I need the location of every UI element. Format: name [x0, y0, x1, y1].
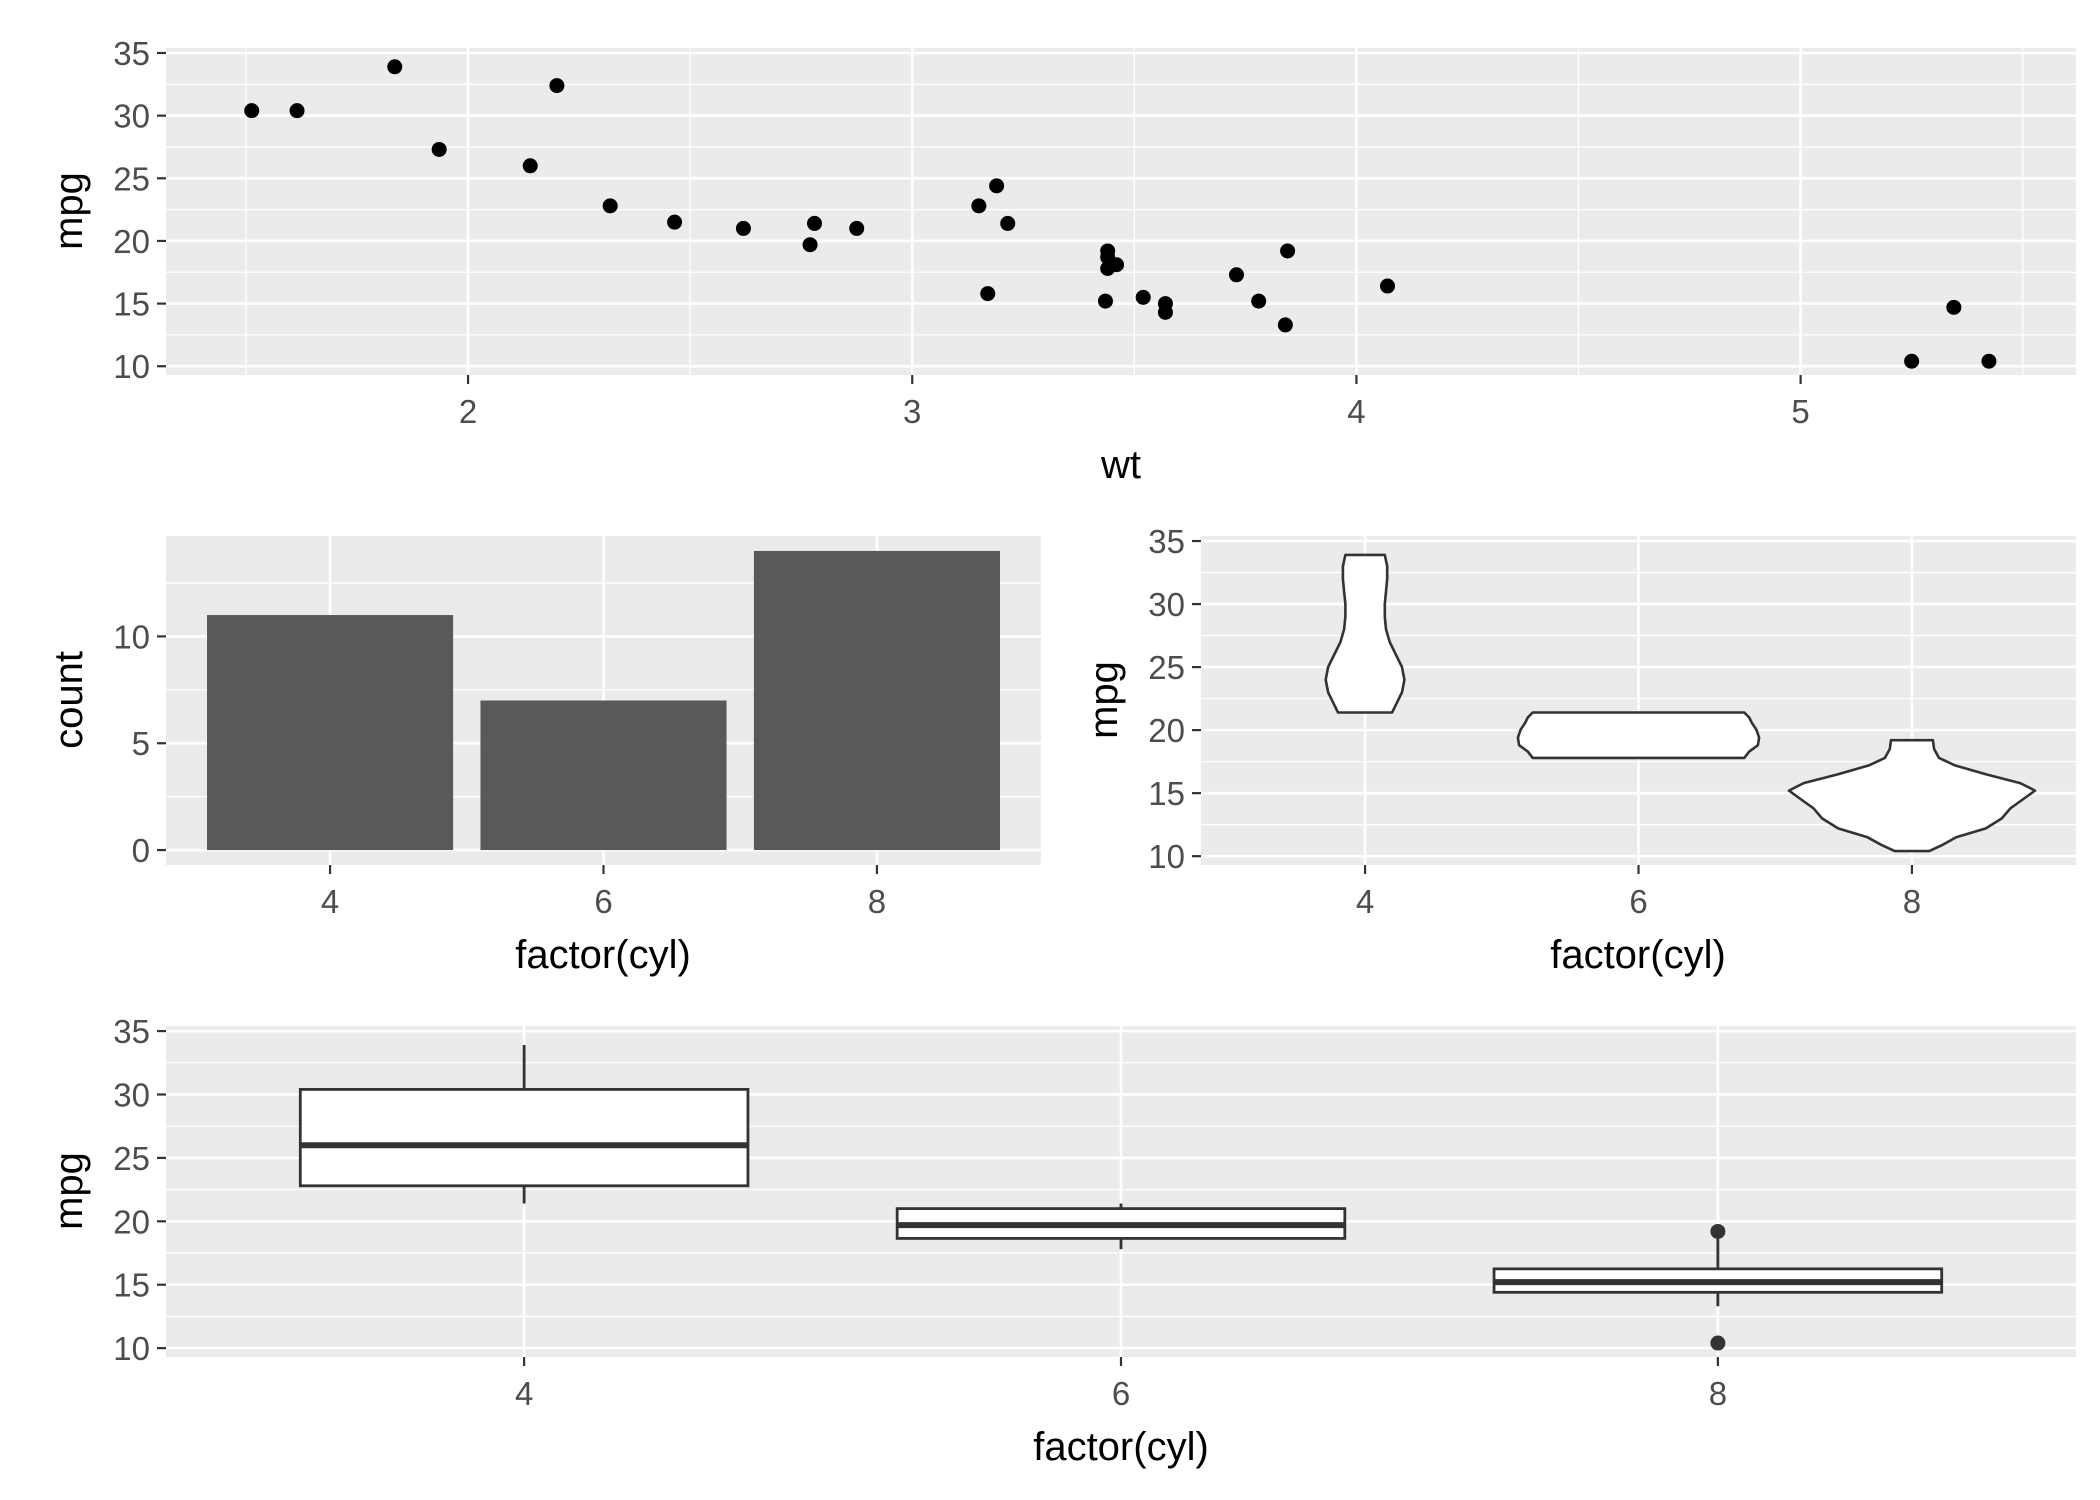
box-boxes [298, 1045, 1944, 1351]
violin-y-tick-label: 25 [1148, 649, 1185, 686]
bar-4 [207, 615, 454, 851]
scatter-y-tick-label: 10 [113, 348, 150, 385]
scatter-point [1277, 317, 1293, 333]
box-x-tick-label: 4 [515, 1375, 533, 1412]
box-outlier-8 [1710, 1335, 1726, 1351]
scatter-x-axis-title: wt [1100, 443, 1141, 487]
bar-y-tick-label: 5 [132, 725, 150, 762]
scatter-point [1097, 293, 1113, 309]
box-axes: 10 15 20 25 30 35 4 6 8 [113, 1013, 1727, 1412]
bar-y-axis-title: count [47, 651, 91, 749]
scatter-point [1981, 353, 1997, 369]
scatter-point [971, 198, 987, 214]
box-iqr-4 [298, 1088, 750, 1188]
box-y-tick-label: 10 [113, 1330, 150, 1367]
violin-y-tick-label: 10 [1148, 838, 1185, 875]
scatter-point [1100, 261, 1116, 277]
box-panel: 10 15 20 25 30 35 4 6 8 factor(cyl) mpg [47, 1013, 2076, 1469]
scatter-point [667, 214, 683, 230]
violin-y-axis-title: mpg [1082, 661, 1126, 739]
scatter-point [1228, 267, 1244, 283]
scatter-point [522, 158, 538, 174]
box-y-tick-label: 20 [113, 1203, 150, 1240]
scatter-points [244, 59, 1997, 369]
scatter-y-tick-label: 35 [113, 35, 150, 72]
violin-y-tick-label: 20 [1148, 712, 1185, 749]
scatter-y-tick-label: 30 [113, 98, 150, 135]
scatter-point [549, 78, 565, 94]
violin-x-tick-label: 8 [1903, 883, 1921, 920]
violin-4 [1324, 553, 1406, 714]
scatter-point [244, 103, 260, 119]
violin-x-axis-title: factor(cyl) [1550, 933, 1726, 977]
box-y-axis-title: mpg [47, 1152, 91, 1230]
bar-y-tick-label: 10 [113, 618, 150, 655]
scatter-point [849, 220, 865, 236]
bar-x-axis-title: factor(cyl) [515, 933, 691, 977]
violin-panel: 10 15 20 25 30 35 4 6 8 factor(cyl) mpg [1082, 523, 2076, 977]
scatter-y-axis-title: mpg [47, 172, 91, 250]
violin-6 [1516, 711, 1761, 760]
scatter-panel-background [166, 48, 2076, 375]
bar-bars [207, 550, 1000, 851]
bar-x-tick-label: 6 [594, 883, 612, 920]
box-x-tick-label: 8 [1709, 1375, 1727, 1412]
scatter-point [1135, 289, 1151, 305]
violin-x-tick-label: 4 [1356, 883, 1374, 920]
scatter-y-tick-label: 15 [113, 286, 150, 323]
scatter-point [807, 215, 823, 231]
scatter-point [1000, 215, 1016, 231]
bar-8 [753, 550, 1000, 851]
scatter-axes: 2 3 4 5 10 15 20 25 30 35 [113, 35, 1810, 430]
scatter-point [1100, 243, 1116, 259]
box-y-tick-label: 30 [113, 1076, 150, 1113]
bar-axes: 0 5 10 4 6 8 [113, 618, 886, 920]
scatter-point [387, 59, 403, 75]
violin-y-tick-label: 35 [1148, 523, 1185, 560]
scatter-y-tick-label: 25 [113, 160, 150, 197]
box-x-axis-title: factor(cyl) [1033, 1425, 1209, 1469]
violin-shapes [1324, 553, 2037, 853]
scatter-x-tick-label: 3 [903, 393, 921, 430]
box-x-tick-label: 6 [1112, 1375, 1130, 1412]
scatter-point [289, 103, 305, 119]
scatter-point [989, 178, 1005, 194]
scatter-point [1280, 243, 1296, 259]
scatter-point [602, 198, 618, 214]
scatter-y-tick-label: 20 [113, 223, 150, 260]
violin-x-tick-label: 6 [1629, 883, 1647, 920]
scatter-gridlines [166, 48, 2076, 375]
bar-y-tick-label: 0 [132, 832, 150, 869]
scatter-point [1251, 293, 1267, 309]
box-outlier-8 [1710, 1223, 1726, 1239]
scatter-point [431, 141, 447, 157]
box-y-tick-label: 35 [113, 1013, 150, 1050]
scatter-point [1946, 299, 1962, 315]
scatter-panel: 2 3 4 5 10 15 20 25 30 35 wt mpg [47, 35, 2076, 487]
box-y-tick-label: 15 [113, 1267, 150, 1304]
violin-y-tick-label: 30 [1148, 586, 1185, 623]
scatter-point [802, 237, 818, 253]
scatter-point [980, 286, 996, 302]
bar-x-tick-label: 4 [321, 883, 339, 920]
scatter-x-tick-label: 5 [1791, 393, 1809, 430]
scatter-point [1380, 278, 1396, 294]
violin-8 [1787, 738, 2037, 853]
bar-6 [480, 700, 727, 851]
box-y-tick-label: 25 [113, 1140, 150, 1177]
scatter-point [735, 220, 751, 236]
violin-axes: 10 15 20 25 30 35 4 6 8 [1148, 523, 1921, 920]
scatter-x-tick-label: 4 [1347, 393, 1365, 430]
bar-panel: 0 5 10 4 6 8 factor(cyl) count [47, 536, 1041, 977]
scatter-point [1157, 296, 1173, 312]
violin-y-tick-label: 15 [1148, 775, 1185, 812]
bar-x-tick-label: 8 [868, 883, 886, 920]
scatter-point [1904, 353, 1920, 369]
scatter-x-tick-label: 2 [459, 393, 477, 430]
